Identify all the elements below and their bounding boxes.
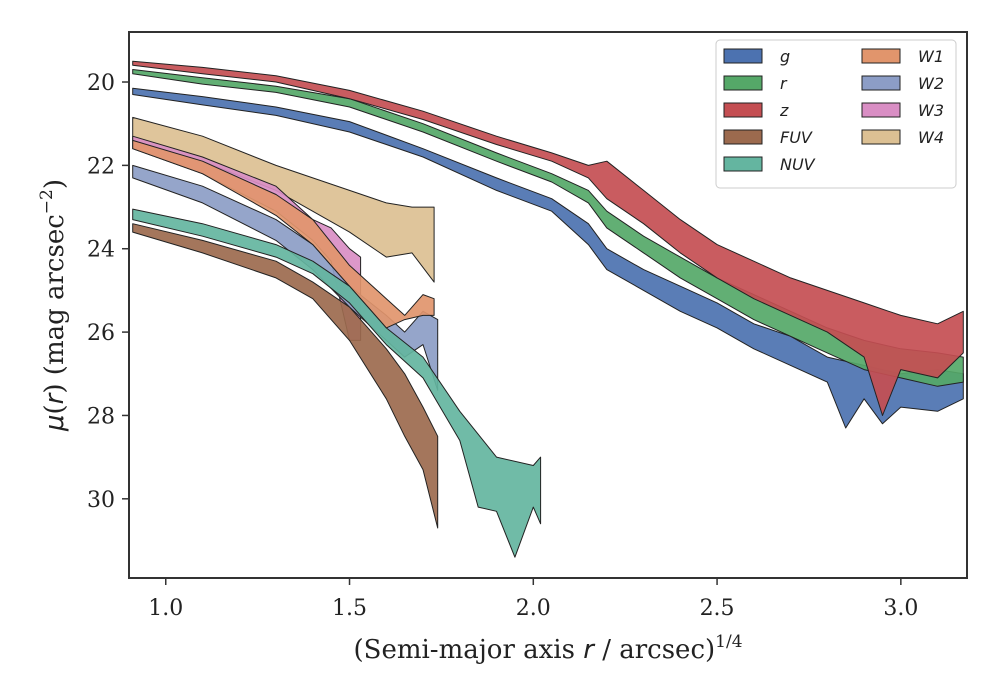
legend-label-w1: W1 <box>918 47 944 66</box>
legend-label-g: g <box>780 47 790 66</box>
y-axis-ticks: 20 22 24 26 28 30 <box>87 71 129 513</box>
x-tick-label: 3.0 <box>883 596 918 621</box>
band-r <box>132 69 964 387</box>
x-tick-label: 1.0 <box>148 596 183 621</box>
legend-swatch-z <box>723 102 763 118</box>
legend-swatch-r <box>723 75 763 91</box>
y-tick-label: 22 <box>87 154 115 179</box>
legend-label-w3: W3 <box>918 101 944 120</box>
legend-label-z: z <box>779 101 789 120</box>
legend-swatch-w2 <box>861 75 901 91</box>
band-z <box>132 60 964 416</box>
legend-items: grz FUV NUV W1 W2 W3 W4 <box>723 47 944 174</box>
band-fuv <box>132 223 439 529</box>
legend-swatch-fuv <box>723 129 763 145</box>
legend-label-w2: W2 <box>918 74 944 93</box>
data-bands <box>132 60 964 558</box>
x-axis-ticks: 1.0 1.5 2.0 2.5 3.0 <box>148 578 918 621</box>
legend-swatch-w4 <box>861 129 901 145</box>
x-tick-label: 2.0 <box>516 596 551 621</box>
y-tick-label: 24 <box>87 238 115 263</box>
band-w1 <box>132 139 435 329</box>
x-tick-label: 2.5 <box>700 596 735 621</box>
y-axis-title: μ(r) (mag arcsec−2) <box>37 179 70 432</box>
band-nuv <box>132 208 542 558</box>
legend-swatch-w3 <box>861 102 901 118</box>
legend-swatch-w1 <box>861 48 901 64</box>
x-tick-label: 1.5 <box>332 596 367 621</box>
y-tick-label: 26 <box>87 321 115 346</box>
legend-label-fuv: FUV <box>780 128 813 147</box>
y-tick-label: 28 <box>87 404 115 429</box>
y-tick-label: 30 <box>87 488 115 513</box>
legend: grz FUV NUV W1 W2 W3 W4 <box>715 39 957 189</box>
legend-swatch-g <box>723 48 763 64</box>
x-axis-title: (Semi-major axis r / arcsec)1/4 <box>353 632 742 665</box>
legend-swatch-nuv <box>723 156 763 172</box>
legend-label-r: r <box>780 74 788 93</box>
legend-label-w4: W4 <box>918 128 944 147</box>
plot-frame <box>128 31 968 579</box>
band-g <box>132 87 964 429</box>
legend-label-nuv: NUV <box>780 155 816 174</box>
y-tick-label: 20 <box>87 71 115 96</box>
